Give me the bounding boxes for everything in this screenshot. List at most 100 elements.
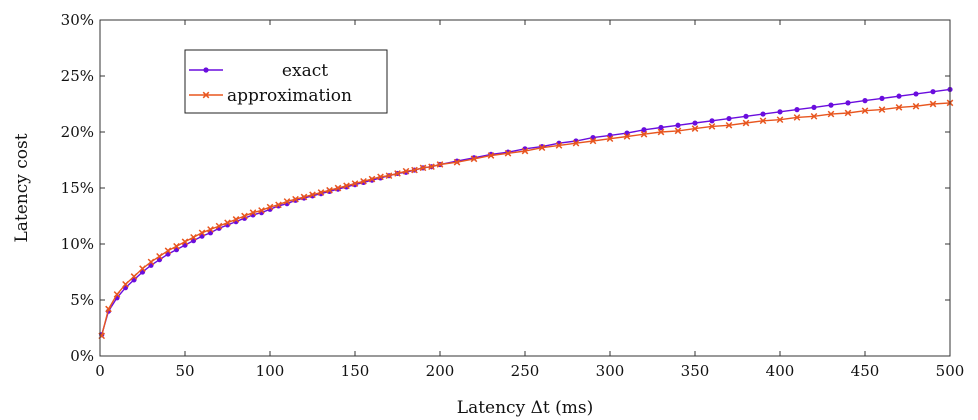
series-exact — [99, 86, 953, 338]
approximation-point — [283, 198, 291, 205]
y-axis-label: Latency cost — [12, 133, 32, 242]
exact-point — [760, 111, 766, 117]
approximation-point — [708, 123, 716, 130]
approximation-point — [912, 102, 920, 110]
approximation-point — [419, 164, 427, 172]
x-tick-label: 50 — [175, 362, 194, 380]
exact-point — [930, 89, 936, 95]
x-tick-label: 300 — [596, 362, 625, 380]
approximation-point — [878, 106, 886, 113]
approximation-point — [377, 173, 384, 181]
approximation-point — [343, 182, 350, 190]
legend-marker-approximation — [202, 91, 210, 99]
approximation-point — [742, 119, 750, 127]
approximation-point — [300, 193, 308, 201]
y-tick-label: 20% — [61, 123, 94, 141]
x-tick-label: 250 — [511, 362, 540, 380]
approximation-point — [139, 265, 146, 272]
approximation-point — [258, 207, 265, 214]
x-tick-label: 100 — [256, 362, 285, 380]
approximation-point — [810, 112, 818, 120]
y-tick-label: 15% — [61, 179, 94, 197]
approximation-point — [198, 229, 206, 237]
approximation-point — [224, 219, 231, 227]
approximation-point — [334, 184, 342, 192]
approximation-point — [844, 109, 852, 117]
x-tick-label: 150 — [341, 362, 370, 380]
approximation-point — [368, 175, 376, 183]
approximation-point — [147, 258, 155, 266]
approximation-point — [555, 142, 563, 149]
approximation-point — [725, 121, 733, 129]
exact-point — [777, 109, 783, 115]
exact-point — [794, 107, 800, 113]
y-tick-label: 25% — [61, 67, 94, 85]
approximation-point — [640, 130, 648, 138]
approximation-point — [793, 114, 801, 121]
plot-marks — [98, 86, 954, 340]
approximation-point — [691, 125, 699, 132]
approximation-point — [453, 158, 461, 166]
approximation-point — [538, 144, 546, 152]
approximation-point — [249, 209, 257, 216]
exact-point — [709, 118, 715, 124]
approximation-point — [411, 166, 418, 174]
exact-point — [641, 127, 647, 133]
approximation-point — [827, 110, 835, 118]
exact-point — [811, 104, 817, 110]
x-tick-label: 200 — [426, 362, 455, 380]
approximation-point — [215, 222, 223, 230]
approximation-point — [317, 189, 325, 196]
approximation-point — [164, 247, 172, 255]
approximation-point — [623, 133, 631, 140]
x-axis-label: Latency Δt (ms) — [457, 398, 593, 418]
x-tick-label: 350 — [681, 362, 710, 380]
exact-point — [743, 113, 749, 119]
series-approximation — [98, 99, 954, 340]
exact-point — [675, 122, 681, 128]
approximation-point — [292, 195, 299, 203]
approximation-point — [113, 291, 121, 298]
approximation-point — [895, 104, 903, 111]
approximation-point — [351, 180, 359, 187]
approximation-point — [207, 226, 214, 233]
exact-point — [913, 91, 919, 97]
legend-box — [184, 49, 388, 114]
y-tick-label: 30% — [61, 11, 94, 29]
approximation-point — [861, 107, 869, 115]
exact-point — [692, 120, 698, 126]
approximation-point — [521, 147, 529, 155]
axis-ticks: 0 50 100 150 200 250 300 350 400 450 500 0% 5% 10% 15%… — [61, 11, 965, 380]
approximation-point — [487, 152, 495, 159]
exact-point — [845, 100, 851, 106]
y-tick-label: 5% — [70, 291, 94, 309]
exact-point — [862, 98, 868, 104]
approximation-point — [309, 191, 316, 199]
exact-point — [879, 95, 885, 101]
exact-line — [101, 88, 951, 335]
approximation-point — [657, 128, 665, 136]
approximation-point — [232, 216, 240, 223]
x-tick-label: 450 — [851, 362, 880, 380]
approximation-point — [360, 177, 367, 185]
approximation-line — [101, 102, 951, 336]
approximation-point — [241, 212, 248, 220]
approximation-point — [606, 135, 614, 143]
approximation-point — [275, 201, 282, 209]
approximation-point — [122, 280, 129, 288]
approximation-point — [156, 252, 163, 260]
approximation-point — [190, 233, 197, 241]
approximation-point — [436, 161, 444, 168]
approximation-point — [776, 116, 784, 124]
approximation-point — [674, 127, 682, 135]
approximation-point — [759, 117, 767, 125]
approximation-point — [173, 242, 180, 250]
exact-point — [658, 124, 664, 131]
exact-point — [828, 102, 834, 108]
approximation-point — [428, 163, 435, 171]
approximation-point — [105, 305, 112, 313]
approximation-point — [181, 238, 189, 246]
approximation-point — [130, 273, 138, 280]
approximation-point — [326, 186, 333, 194]
